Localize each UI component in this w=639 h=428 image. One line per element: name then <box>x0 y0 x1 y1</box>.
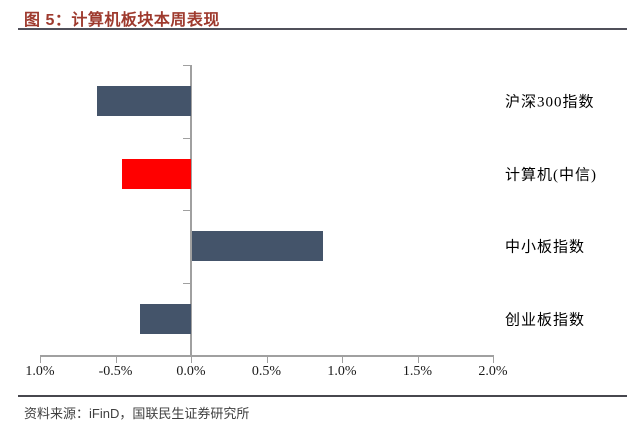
title-divider <box>18 28 627 30</box>
bar-计算机(中信) <box>121 158 191 189</box>
footer-divider <box>18 395 627 397</box>
category-label: 计算机(中信) <box>505 167 597 184</box>
y-axis-line <box>190 65 192 355</box>
x-axis-tick <box>417 357 419 363</box>
x-tick-label: 1.5% <box>402 364 433 379</box>
x-axis-tick <box>266 357 268 363</box>
x-tick-label: 0.0% <box>176 364 206 379</box>
x-tick-label: -0.5% <box>98 364 133 379</box>
figure-title: 图 5：计算机板块本周表现 <box>24 12 220 29</box>
bar-创业板指数 <box>139 303 191 334</box>
x-tick-label: 1.0% <box>327 364 357 379</box>
y-axis-tick <box>183 137 190 139</box>
y-axis-tick <box>183 210 190 211</box>
category-label: 中小板指数 <box>505 239 586 256</box>
source-note: 资料来源：iFinD，国联民生证券研究所 <box>24 406 250 421</box>
x-axis-line <box>40 355 494 357</box>
y-axis-tick <box>183 282 190 284</box>
x-tick-label: 2.0% <box>478 364 508 379</box>
category-label: 沪深300指数 <box>505 94 595 111</box>
y-axis-tick <box>183 65 190 66</box>
x-axis-tick <box>342 357 343 363</box>
x-axis-tick <box>115 357 117 363</box>
x-axis-tick <box>191 357 192 363</box>
x-tick-label: 0.5% <box>251 364 282 379</box>
category-label: 创业板指数 <box>505 312 586 329</box>
bar-中小板指数 <box>192 231 324 262</box>
x-axis-tick <box>40 357 41 363</box>
x-tick-label: 1.0% <box>25 364 55 379</box>
x-axis-tick <box>493 357 494 363</box>
bar-沪深300指数 <box>97 86 191 117</box>
